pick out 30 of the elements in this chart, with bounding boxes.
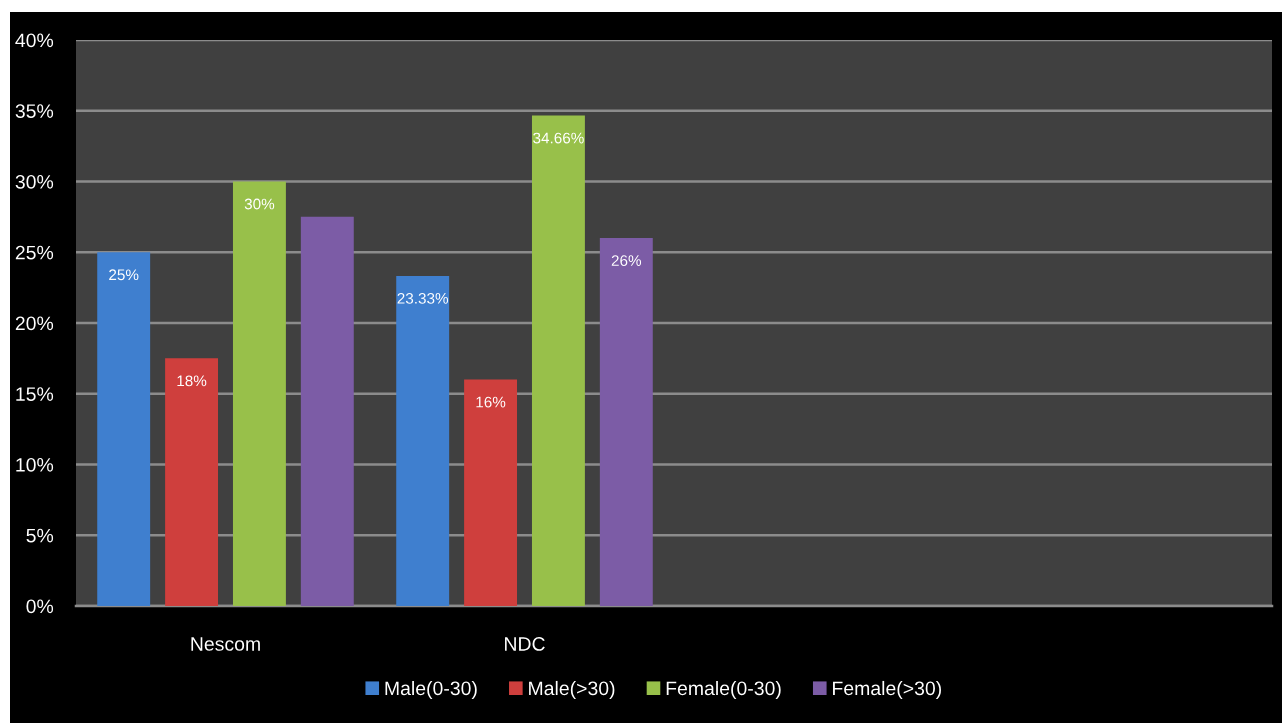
y-tick-label: 10% bbox=[16, 457, 54, 472]
data-label: 25% bbox=[109, 269, 139, 281]
y-tick-label: 40% bbox=[15, 33, 54, 48]
x-tick-label: Nescom bbox=[191, 637, 260, 651]
bar bbox=[165, 358, 219, 606]
bar bbox=[97, 252, 151, 606]
x-tick-label: NDC bbox=[505, 637, 545, 651]
y-tick-label: 35% bbox=[15, 104, 54, 118]
data-label: 26% bbox=[611, 255, 642, 266]
y-tick-label: 20% bbox=[15, 316, 54, 331]
data-label: 23.33% bbox=[397, 292, 449, 304]
legend-label: Male(>30) bbox=[529, 680, 615, 700]
bar bbox=[396, 275, 450, 606]
bar bbox=[599, 238, 653, 606]
bar bbox=[232, 181, 286, 606]
data-label: 34.66% bbox=[533, 132, 584, 144]
y-tick-label: 30% bbox=[15, 174, 54, 189]
legend-label: Male(0-30) bbox=[385, 680, 477, 700]
y-tick-label: 25% bbox=[15, 245, 54, 260]
data-label: 30% bbox=[244, 198, 275, 210]
y-tick-label: 0% bbox=[26, 599, 54, 614]
bar bbox=[531, 115, 585, 606]
bar bbox=[300, 216, 354, 606]
data-label: 18% bbox=[177, 375, 207, 387]
legend-label: Female(0-30) bbox=[666, 680, 781, 700]
legend-label: Female(>30) bbox=[833, 680, 941, 700]
y-tick-label: 15% bbox=[16, 387, 54, 401]
data-label: 16% bbox=[476, 396, 506, 408]
y-tick-label: 5% bbox=[26, 528, 54, 543]
bar bbox=[464, 379, 518, 606]
